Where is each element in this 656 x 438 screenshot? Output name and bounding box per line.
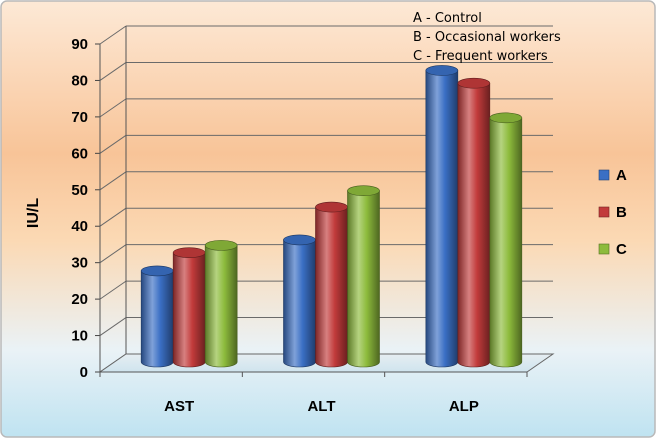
gridline-diagonal xyxy=(99,62,127,81)
bar xyxy=(140,265,174,368)
bar xyxy=(347,185,380,368)
y-tick-label: 70 xyxy=(71,109,88,126)
gridline-diagonal xyxy=(99,207,127,227)
y-tick-labels: 0 10 20 30 40 50 60 70 80 90 xyxy=(71,36,88,381)
legend-label: C xyxy=(616,241,627,258)
bar xyxy=(315,201,348,368)
y-tick-label: 80 xyxy=(71,72,88,89)
y-tick-label: 10 xyxy=(71,328,88,345)
y-tick-label: 50 xyxy=(71,182,88,199)
y-tick-label: 0 xyxy=(80,364,88,381)
legend: A B C xyxy=(598,167,627,258)
category-label: AST xyxy=(164,398,194,415)
y-tick-label: 40 xyxy=(71,218,88,235)
gridline-diagonal xyxy=(99,244,127,264)
annotation-text: B - Occasional workers xyxy=(413,30,561,45)
y-axis-label: IU/L xyxy=(25,198,42,228)
category-label: ALT xyxy=(307,398,335,415)
y-tick-label: 30 xyxy=(71,255,88,272)
gridline-diagonal xyxy=(99,317,127,336)
category-label: ALP xyxy=(449,398,479,415)
bars xyxy=(140,65,523,368)
y-tick-label: 60 xyxy=(71,145,88,162)
y-tick-label: 20 xyxy=(71,291,88,308)
bar xyxy=(457,77,491,368)
bar xyxy=(172,247,206,368)
category-labels: AST ALT ALP xyxy=(164,398,479,415)
gridline-diagonal xyxy=(99,171,127,191)
legend-swatch xyxy=(598,169,610,181)
gridline-diagonal xyxy=(99,134,127,154)
gridline-diagonal xyxy=(99,280,127,300)
bar xyxy=(425,65,459,368)
legend-label: B xyxy=(616,204,627,221)
legend-label: A xyxy=(616,167,627,184)
annotation-text: A - Control xyxy=(413,11,482,26)
gridline-diagonal xyxy=(99,25,127,45)
annotations: A - Control B - Occasional workers C - Fre… xyxy=(413,11,561,64)
y-tick-label: 90 xyxy=(71,36,88,53)
bar xyxy=(489,112,523,368)
legend-swatch xyxy=(598,243,610,255)
bar xyxy=(204,240,238,368)
legend-swatch xyxy=(598,206,610,218)
gridline-diagonal xyxy=(99,98,127,118)
bar xyxy=(283,234,316,368)
annotation-text: C - Frequent workers xyxy=(413,49,548,64)
